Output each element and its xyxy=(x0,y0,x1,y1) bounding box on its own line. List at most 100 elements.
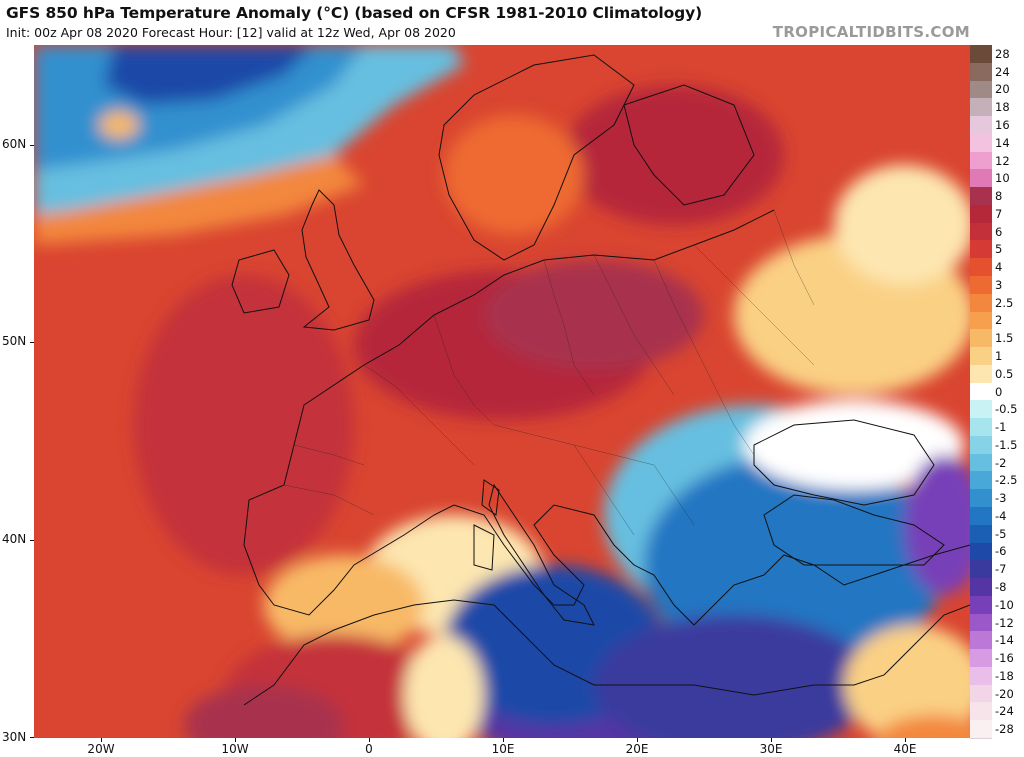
lon-label-10e: 10E xyxy=(491,742,515,756)
lat-tick xyxy=(30,737,34,738)
colorbar-label: -5 xyxy=(995,526,1007,541)
colorbar-label: 18 xyxy=(995,100,1010,115)
colorbar-label: 1 xyxy=(995,348,1003,363)
colorbar-label: -16 xyxy=(995,651,1014,666)
colorbar-swatch xyxy=(970,684,992,704)
colorbar-label: -3 xyxy=(995,491,1007,506)
colorbar-label: -2.5 xyxy=(995,473,1018,488)
colorbar-swatch xyxy=(970,453,992,473)
lat-tick xyxy=(30,342,34,343)
colorbar-swatch xyxy=(970,293,992,313)
colorbar-label: 20 xyxy=(995,82,1010,97)
colorbar-swatch xyxy=(970,418,992,437)
colorbar-swatch xyxy=(970,666,992,686)
colorbar-swatch xyxy=(970,151,992,171)
colorbar-label: 2.5 xyxy=(995,295,1014,310)
colorbar-label: 10 xyxy=(995,171,1010,186)
lat-label-50n: 50N xyxy=(2,334,27,348)
lon-label-30e: 30E xyxy=(759,742,783,756)
colorbar-swatch xyxy=(970,613,992,633)
colorbar-label: -8 xyxy=(995,579,1007,594)
lat-label-40n: 40N xyxy=(2,532,27,546)
colorbar-swatch xyxy=(970,702,992,722)
forecast-info: Init: 00z Apr 08 2020 Forecast Hour: [12… xyxy=(6,25,456,40)
colorbar-label: 28 xyxy=(995,46,1010,61)
colorbar-swatch xyxy=(970,595,992,615)
lon-tick xyxy=(369,738,370,742)
lon-label-10w: 10W xyxy=(221,742,249,756)
colorbar-label: 0.5 xyxy=(995,366,1014,381)
colorbar-label: 4 xyxy=(995,260,1003,275)
colorbar-label: -6 xyxy=(995,544,1007,559)
colorbar-swatch xyxy=(970,240,992,260)
lon-tick xyxy=(905,738,906,742)
source-credit: TROPICALTIDBITS.COM xyxy=(772,23,970,41)
colorbar-label: -2 xyxy=(995,455,1007,470)
colorbar-label: 24 xyxy=(995,64,1010,79)
lat-tick xyxy=(30,540,34,541)
colorbar-swatch xyxy=(970,222,992,242)
colorbar-label: 8 xyxy=(995,189,1003,204)
colorbar-label: -4 xyxy=(995,508,1007,523)
colorbar-label: -20 xyxy=(995,686,1014,701)
colorbar-swatch xyxy=(970,187,992,206)
colorbar-swatch xyxy=(970,649,992,668)
anomaly-field xyxy=(34,45,970,738)
map-title: GFS 850 hPa Temperature Anomaly (°C) (ba… xyxy=(6,4,703,22)
colorbar-label: 7 xyxy=(995,206,1003,221)
colorbar-swatch xyxy=(970,524,992,544)
colorbar-swatch xyxy=(970,80,992,100)
colorbar-swatch xyxy=(970,471,992,491)
colorbar-swatch xyxy=(970,382,992,402)
lon-tick xyxy=(637,738,638,742)
colorbar-swatch xyxy=(970,258,992,277)
colorbar-swatch xyxy=(970,489,992,508)
colorbar-swatch xyxy=(970,133,992,153)
colorbar-swatch xyxy=(970,116,992,135)
colorbar-label: -0.5 xyxy=(995,402,1018,417)
colorbar-swatch xyxy=(970,364,992,384)
colorbar-label: 5 xyxy=(995,242,1003,257)
lon-tick xyxy=(771,738,772,742)
colorbar-label: 3 xyxy=(995,277,1003,292)
lat-label-60n: 60N xyxy=(2,137,27,151)
colorbar-label: -24 xyxy=(995,704,1014,719)
anomaly-map xyxy=(34,45,970,738)
colorbar-swatch xyxy=(970,276,992,295)
country-borders xyxy=(283,209,815,536)
colorbar-swatch xyxy=(970,45,992,64)
colorbar-label: 16 xyxy=(995,117,1010,132)
lon-label-20w: 20W xyxy=(87,742,115,756)
colorbar-swatch xyxy=(970,435,992,455)
colorbar-swatch xyxy=(970,311,992,331)
lon-label-40e: 40E xyxy=(893,742,917,756)
colorbar-label: -12 xyxy=(995,615,1014,630)
lon-label-20e: 20E xyxy=(625,742,649,756)
colorbar-swatch xyxy=(970,560,992,580)
colorbar-swatch xyxy=(970,329,992,349)
colorbar-label: -10 xyxy=(995,597,1014,612)
colorbar-swatch xyxy=(970,400,992,420)
colorbar-swatch xyxy=(970,204,992,224)
colorbar-label: -14 xyxy=(995,633,1014,648)
colorbar-swatch xyxy=(970,542,992,562)
lon-tick xyxy=(235,738,236,742)
lat-label-30n: 30N xyxy=(2,730,27,744)
colorbar-swatch xyxy=(970,720,992,739)
colorbar-label: -18 xyxy=(995,668,1014,683)
colorbar-label: 14 xyxy=(995,135,1010,150)
lon-tick xyxy=(101,738,102,742)
colorbar-label: 0 xyxy=(995,384,1003,399)
colorbar-swatch xyxy=(970,62,992,82)
colorbar-label: -28 xyxy=(995,722,1014,737)
colorbar-swatch xyxy=(970,169,992,189)
colorbar-label: -1 xyxy=(995,420,1007,435)
colorbar-swatch xyxy=(970,347,992,366)
colorbar-swatch xyxy=(970,578,992,597)
colorbar-legend: 28 24 20 18 16 14 12 10 8 7 6 5 4 3 2.5 2 1.5 1 0.5 0 -0.5 -1… xyxy=(970,45,1022,739)
colorbar-label: -1.5 xyxy=(995,437,1018,452)
colorbar-label: 2 xyxy=(995,313,1003,328)
colorbar-swatch xyxy=(970,631,992,651)
coastlines xyxy=(231,54,970,706)
colorbar-label: 6 xyxy=(995,224,1003,239)
